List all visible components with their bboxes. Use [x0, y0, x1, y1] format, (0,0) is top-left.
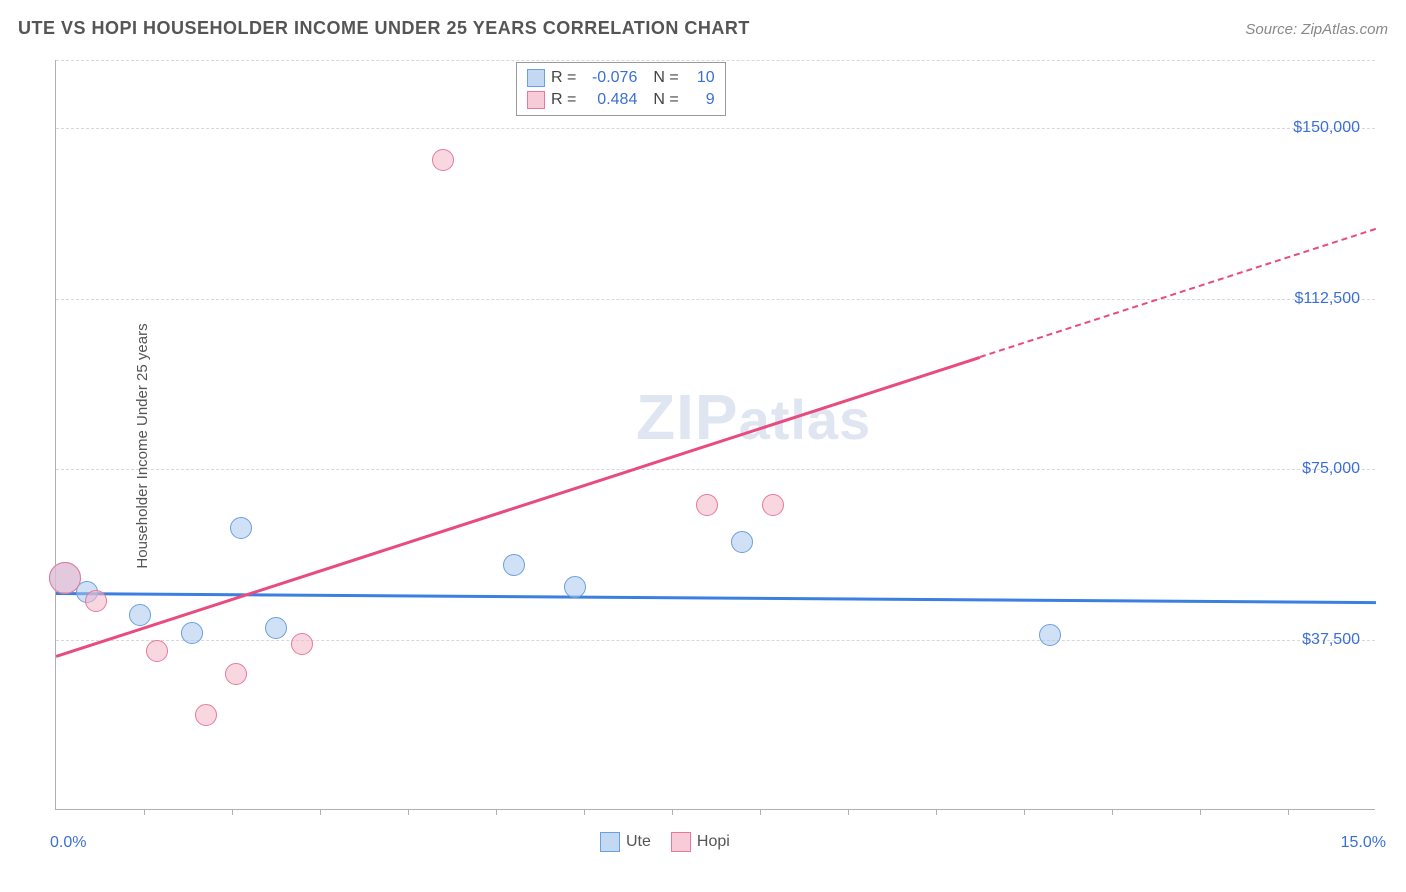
watermark-text: ZIPatlas: [636, 380, 871, 454]
scatter-point-ute: [503, 554, 525, 576]
x-tick: [584, 809, 585, 815]
legend-label: Ute: [626, 833, 651, 850]
scatter-point-ute: [129, 604, 151, 626]
stats-n-label: N =: [653, 67, 678, 89]
scatter-point-ute: [1039, 624, 1061, 646]
x-tick: [408, 809, 409, 815]
x-tick: [320, 809, 321, 815]
x-tick: [1200, 809, 1201, 815]
correlation-stats-legend: R = -0.076 N = 10 R = 0.484 N = 9: [516, 62, 726, 116]
gridline-h: [56, 60, 1375, 61]
scatter-point-hopi: [49, 562, 81, 594]
source-attribution: Source: ZipAtlas.com: [1245, 21, 1388, 38]
scatter-plot-area: ZIPatlas R = -0.076 N = 10 R = 0.484 N = 9 $37,…: [55, 60, 1375, 810]
scatter-point-ute: [564, 576, 586, 598]
x-axis-min-label: 0.0%: [50, 834, 86, 852]
x-tick: [496, 809, 497, 815]
stats-r-label: R =: [551, 89, 576, 111]
scatter-point-ute: [265, 617, 287, 639]
x-tick: [232, 809, 233, 815]
scatter-point-hopi: [195, 704, 217, 726]
stats-row-ute: R = -0.076 N = 10: [527, 67, 715, 89]
x-tick: [760, 809, 761, 815]
scatter-point-hopi: [696, 494, 718, 516]
scatter-point-hopi: [146, 640, 168, 662]
x-axis-max-label: 15.0%: [1341, 834, 1386, 852]
chart-title: UTE VS HOPI HOUSEHOLDER INCOME UNDER 25 …: [18, 18, 750, 39]
stats-r-label: R =: [551, 67, 576, 89]
x-tick: [1112, 809, 1113, 815]
scatter-point-ute: [230, 517, 252, 539]
legend-swatch-ute: [527, 69, 545, 87]
stats-row-hopi: R = 0.484 N = 9: [527, 89, 715, 111]
stats-r-value: 0.484: [582, 89, 637, 111]
gridline-h: [56, 128, 1375, 129]
scatter-point-hopi: [225, 663, 247, 685]
scatter-point-ute: [731, 531, 753, 553]
y-tick-label: $75,000: [1302, 460, 1360, 478]
series-legend: Ute Hopi: [600, 832, 730, 852]
trendline-ute: [56, 592, 1376, 604]
legend-swatch-hopi: [671, 832, 691, 852]
legend-item-ute: Ute: [600, 832, 651, 852]
stats-n-value: 9: [685, 89, 715, 111]
x-tick: [1288, 809, 1289, 815]
scatter-point-hopi: [762, 494, 784, 516]
x-tick: [936, 809, 937, 815]
y-tick-label: $150,000: [1293, 119, 1360, 137]
trendline-hopi: [56, 356, 981, 657]
x-tick: [1024, 809, 1025, 815]
stats-n-value: 10: [685, 67, 715, 89]
scatter-point-hopi: [85, 590, 107, 612]
scatter-point-hopi: [432, 149, 454, 171]
x-tick: [144, 809, 145, 815]
legend-swatch-ute: [600, 832, 620, 852]
stats-r-value: -0.076: [582, 67, 637, 89]
x-tick: [848, 809, 849, 815]
scatter-point-hopi: [291, 633, 313, 655]
legend-swatch-hopi: [527, 91, 545, 109]
gridline-h: [56, 469, 1375, 470]
legend-item-hopi: Hopi: [671, 832, 730, 852]
y-tick-label: $37,500: [1302, 631, 1360, 649]
gridline-h: [56, 299, 1375, 300]
y-tick-label: $112,500: [1294, 290, 1360, 308]
x-tick: [672, 809, 673, 815]
gridline-h: [56, 640, 1375, 641]
scatter-point-ute: [181, 622, 203, 644]
stats-n-label: N =: [653, 89, 678, 111]
legend-label: Hopi: [697, 833, 730, 850]
